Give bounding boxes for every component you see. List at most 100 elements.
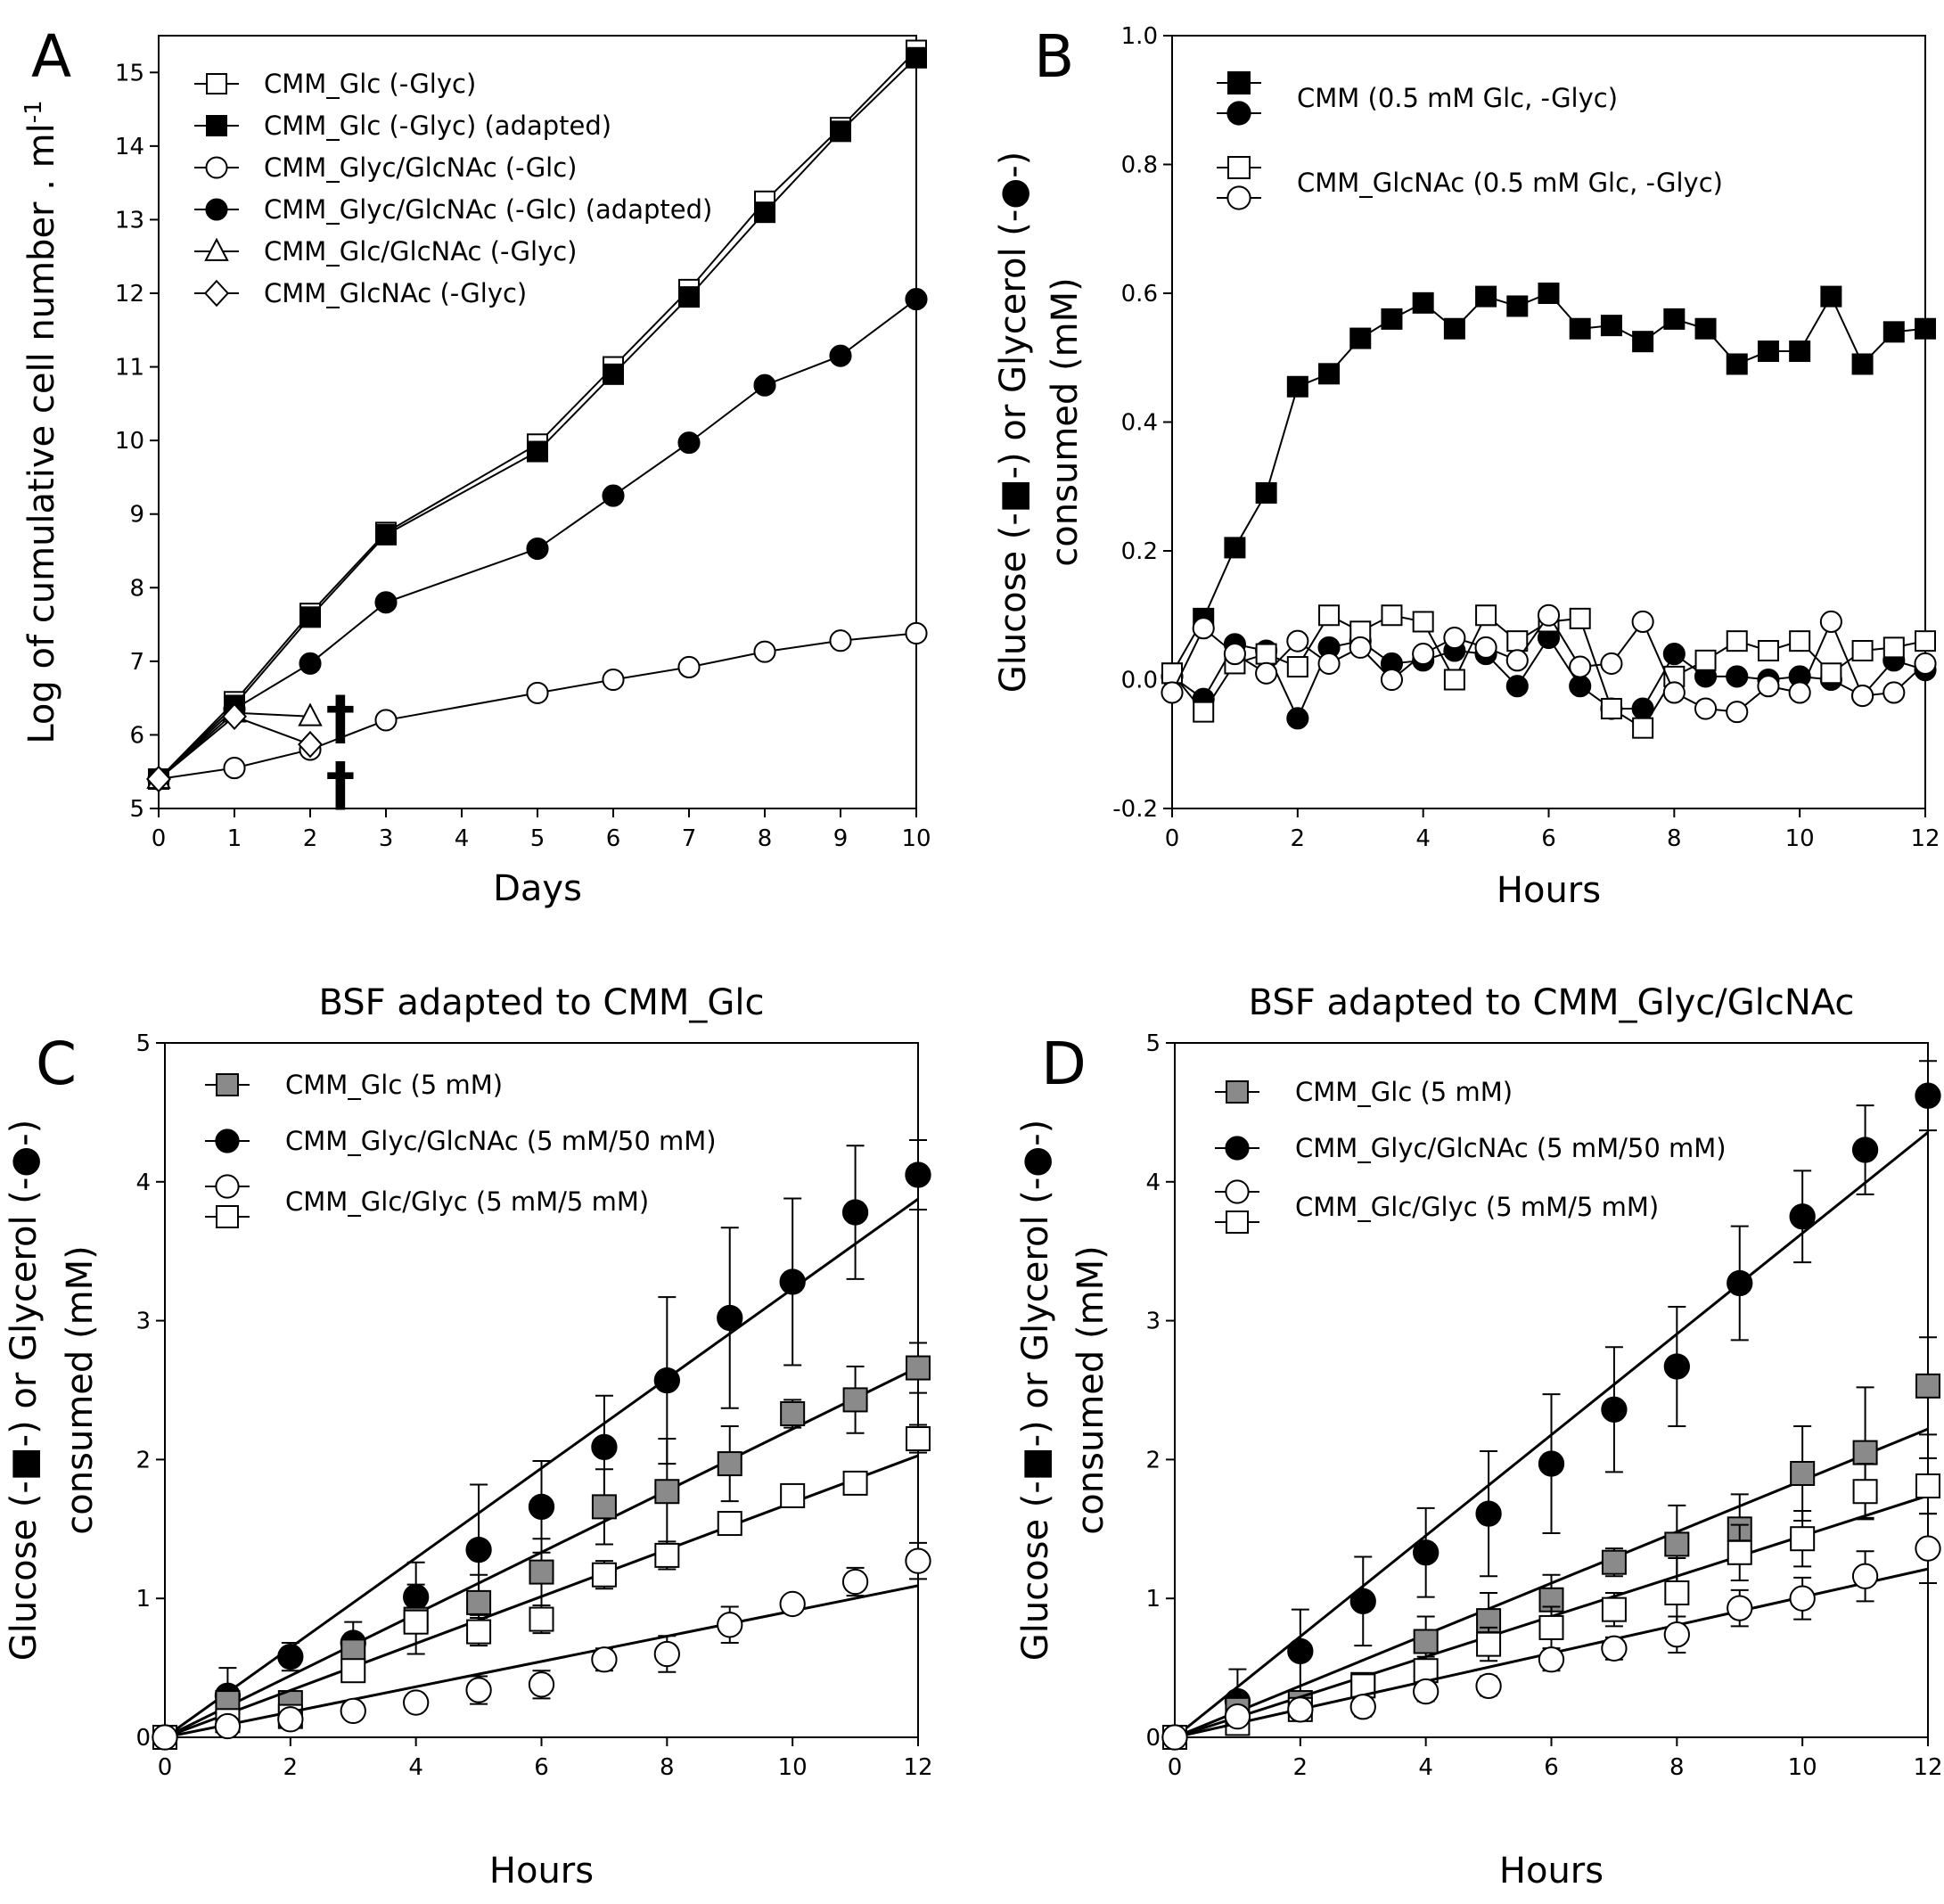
- data-point: [340, 1658, 366, 1684]
- x-tick-label: 9: [833, 825, 849, 852]
- legend-marker: [203, 279, 230, 308]
- x-tick-label: 0: [1168, 1754, 1183, 1781]
- legend-marker: [215, 1174, 240, 1199]
- y-tick-label: 1: [1145, 1586, 1161, 1613]
- data-point: [1915, 1082, 1941, 1109]
- legend-label: CMM_Glc/GlcNAc (-Glyc): [264, 236, 577, 267]
- data-point: [1726, 353, 1748, 375]
- data-point: [1287, 1696, 1314, 1723]
- series-1: [1162, 1336, 1940, 1750]
- y-axis-label-line1: Glucose (-■-) or Glycerol (-●-): [1015, 1120, 1056, 1662]
- series-line: [158, 57, 917, 780]
- data-point: [1318, 363, 1341, 385]
- legend-label: CMM_Glyc/GlcNAc (5 mM/50 mM): [1295, 1133, 1727, 1163]
- data-point: [654, 1542, 680, 1568]
- data-point: [527, 440, 548, 463]
- panel-b: B 0 2 4 6 8 10 12 -0.2 0.0 0.2 0.4 0.6 0.8 1.0 Hours Glu…: [993, 22, 1940, 911]
- data-point: [1851, 685, 1874, 708]
- data-point: [1475, 285, 1497, 308]
- y-tick-label: 5: [129, 796, 144, 823]
- data-point: [1412, 643, 1435, 666]
- data-point: [403, 1609, 429, 1635]
- data-point: [1882, 681, 1906, 704]
- data-point: [1161, 1724, 1188, 1751]
- data-point: [841, 1199, 869, 1226]
- data-point: [466, 1589, 492, 1615]
- x-tick-label: 8: [1667, 825, 1682, 852]
- y-tick-label: 13: [115, 207, 144, 234]
- y-tick-label: 0.4: [1121, 410, 1158, 437]
- data-point: [603, 363, 624, 385]
- data-point: [1412, 291, 1434, 314]
- data-point: [1538, 1646, 1565, 1673]
- data-point: [1790, 1460, 1816, 1486]
- x-tick-label: 0: [152, 825, 167, 852]
- data-point: [591, 1433, 618, 1461]
- data-point: [1413, 1629, 1439, 1654]
- y-tick-label: 7: [129, 649, 144, 676]
- data-point: [340, 1697, 366, 1725]
- data-point: [1601, 1596, 1627, 1622]
- data-point: [1915, 1535, 1941, 1562]
- y-tick-label: 1: [135, 1586, 151, 1613]
- series-0: [1161, 283, 1936, 685]
- x-tick-label: 4: [1415, 825, 1431, 852]
- data-point: [1349, 1588, 1376, 1614]
- data-point: [1820, 662, 1842, 685]
- data-point: [1349, 636, 1372, 659]
- series-line: [1171, 636, 1926, 721]
- series-2: [1162, 1457, 1940, 1750]
- data-point: [1851, 1563, 1879, 1589]
- data-point: [297, 730, 324, 759]
- data-point: [1349, 1694, 1376, 1720]
- data-point: [1286, 629, 1309, 652]
- x-tick-label: 0: [1165, 825, 1180, 852]
- data-point: [1600, 315, 1622, 337]
- data-point: [1569, 675, 1592, 698]
- data-point: [1601, 1549, 1627, 1575]
- data-point: [1820, 285, 1842, 308]
- data-point: [1789, 1203, 1816, 1230]
- data-point: [1506, 295, 1529, 317]
- data-point: [1224, 1703, 1251, 1730]
- data-point: [1727, 1269, 1753, 1297]
- x-tick-label: 10: [901, 825, 931, 852]
- data-point: [1505, 649, 1529, 672]
- y-tick-label: 4: [135, 1169, 151, 1196]
- data-point: [1694, 649, 1717, 671]
- data-point: [905, 1161, 931, 1188]
- y-tick-label: 0.8: [1121, 152, 1158, 179]
- data-point: [465, 1677, 492, 1703]
- data-point: [780, 1482, 806, 1508]
- legend-marker: [216, 1073, 239, 1096]
- data-point: [1600, 698, 1622, 720]
- y-tick-label: 5: [135, 1030, 151, 1057]
- data-point: [779, 1590, 806, 1618]
- panel-letter-c: C: [36, 1030, 77, 1098]
- data-point: [1475, 1672, 1502, 1700]
- data-point: [1413, 1678, 1440, 1705]
- y-tick-label: 3: [1145, 1309, 1161, 1335]
- legend-label: CMM_Glc (5 mM): [1295, 1077, 1513, 1107]
- y-axis-label-line2: consumed (mM): [60, 1245, 101, 1534]
- x-tick-label: 2: [283, 1754, 299, 1781]
- series-line: [158, 298, 917, 780]
- x-tick-label: 12: [1913, 1754, 1942, 1781]
- x-axis-label: Hours: [489, 1851, 594, 1892]
- data-point: [1662, 681, 1686, 704]
- y-tick-label: 0: [1145, 1725, 1161, 1752]
- data-point: [1819, 610, 1842, 634]
- data-point: [1632, 717, 1654, 739]
- chart-title: BSF adapted to CMM_Glyc/GlcNAc: [1249, 982, 1855, 1023]
- data-point: [1915, 1373, 1940, 1399]
- data-point: [1727, 1595, 1753, 1621]
- x-tick-label: 10: [778, 1754, 808, 1781]
- x-tick-label: 2: [303, 825, 318, 852]
- legend-label: CMM_GlcNAc (0.5 mM Glc, -Glyc): [1297, 168, 1723, 198]
- x-axis-label: Hours: [1499, 1851, 1604, 1892]
- data-point: [841, 1568, 869, 1596]
- x-tick-label: 0: [158, 1754, 173, 1781]
- x-tick-label: 10: [1785, 825, 1815, 852]
- legend-marker: [1225, 1179, 1250, 1204]
